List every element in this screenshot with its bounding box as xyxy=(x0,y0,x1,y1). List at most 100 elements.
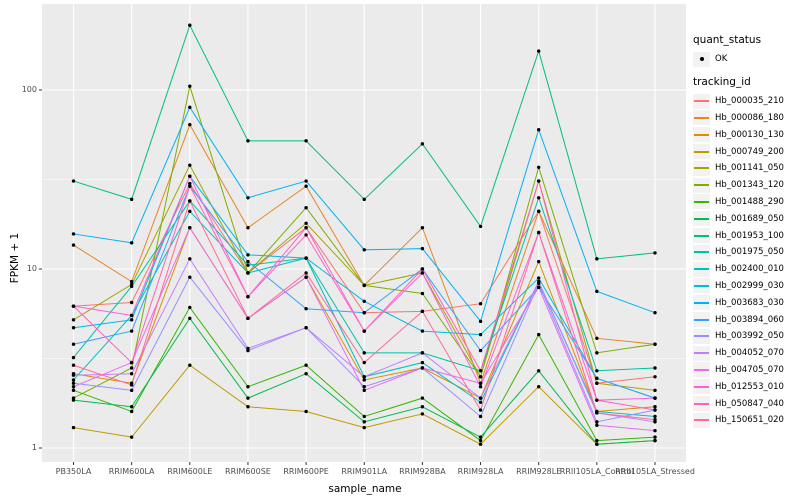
data-point xyxy=(595,381,599,385)
data-point xyxy=(537,209,541,214)
data-point xyxy=(246,271,250,275)
data-point xyxy=(362,425,366,430)
data-point xyxy=(420,396,425,400)
line-swatch-icon xyxy=(693,345,710,361)
data-point xyxy=(478,408,483,412)
data-point xyxy=(71,179,76,183)
data-point xyxy=(537,165,541,169)
legend-tracking-id-title: tracking_id xyxy=(693,75,751,88)
line-swatch-icon xyxy=(693,362,710,378)
line-swatch-icon xyxy=(693,261,710,277)
data-point xyxy=(595,336,599,341)
data-point xyxy=(188,163,192,167)
data-point xyxy=(188,275,192,279)
data-point xyxy=(71,355,76,360)
data-point xyxy=(537,276,541,280)
data-point xyxy=(478,385,483,389)
data-point xyxy=(129,318,134,322)
legend-entry-label: Hb_002999_030 xyxy=(715,280,784,291)
line-swatch-icon xyxy=(693,412,710,428)
data-point xyxy=(653,251,657,255)
data-point xyxy=(653,414,657,419)
legend-entry-label: Hb_001141_050 xyxy=(715,163,784,174)
data-point xyxy=(595,420,599,424)
legend-entry-label: Hb_001488_290 xyxy=(715,196,784,207)
legend: quant_status OK tracking_id Hb_000035_21… xyxy=(693,28,798,429)
data-point xyxy=(478,438,483,443)
legend-entry-Hb_000130_130: Hb_000130_130 xyxy=(693,126,798,143)
x-tick-label-RRIM600SE: RRIM600SE xyxy=(225,467,271,476)
data-point xyxy=(478,435,483,439)
data-point xyxy=(129,279,134,284)
data-point xyxy=(420,226,425,230)
data-point xyxy=(71,243,76,247)
data-point xyxy=(362,248,366,252)
data-point xyxy=(653,388,657,393)
x-tick-label-RRIM600LE: RRIM600LE xyxy=(167,467,213,476)
legend-entry-label: Hb_004705_070 xyxy=(715,364,784,375)
legend-entry-Hb_001488_290: Hb_001488_290 xyxy=(693,194,798,211)
x-tick-label-PB350LA: PB350LA xyxy=(55,467,92,476)
data-point xyxy=(537,49,541,53)
legend-entry-Hb_000086_180: Hb_000086_180 xyxy=(693,110,798,127)
data-point xyxy=(478,332,483,337)
data-point xyxy=(653,396,657,400)
data-point xyxy=(246,405,250,409)
data-point xyxy=(537,128,541,132)
data-point xyxy=(420,351,425,355)
y-axis-title: FPKM + 1 xyxy=(9,232,21,284)
data-point xyxy=(653,438,657,443)
legend-entry-ok: OK xyxy=(693,51,798,68)
data-point xyxy=(653,428,657,433)
data-point xyxy=(129,409,134,414)
line-swatch-icon xyxy=(693,93,710,109)
line-swatch-icon xyxy=(693,127,710,143)
legend-entry-label: Hb_000035_210 xyxy=(715,96,784,107)
data-point xyxy=(420,309,425,314)
line-swatch-icon xyxy=(693,144,710,160)
data-point xyxy=(188,209,192,214)
legend-entry-label: Hb_150651_020 xyxy=(715,415,784,426)
data-point xyxy=(304,256,308,260)
legend-entry-label: Hb_003683_030 xyxy=(715,297,784,308)
data-point xyxy=(246,295,250,299)
y-tick-label-10: 10 xyxy=(26,264,37,273)
data-point xyxy=(246,196,250,200)
data-point xyxy=(537,332,541,337)
data-point xyxy=(362,360,366,365)
data-point xyxy=(537,285,541,290)
legend-tracking-id-block: tracking_id Hb_000035_210 Hb_000086_180 Hb… xyxy=(693,76,798,429)
legend-entry-Hb_001975_050: Hb_001975_050 xyxy=(693,244,798,261)
data-point xyxy=(71,325,76,330)
data-point xyxy=(362,420,366,424)
data-point xyxy=(478,224,483,229)
data-point xyxy=(537,369,541,373)
data-point xyxy=(246,139,250,143)
data-point xyxy=(304,325,308,330)
legend-entry-label: Hb_012553_010 xyxy=(715,381,784,392)
legend-entry-label: Hb_050847_040 xyxy=(715,398,784,409)
x-tick-label-RRIM928BA: RRIM928BA xyxy=(399,467,446,476)
data-point xyxy=(653,366,657,370)
legend-entry-label: Hb_001689_050 xyxy=(715,213,784,224)
data-point xyxy=(420,246,425,251)
data-point xyxy=(188,23,192,27)
data-point xyxy=(478,375,483,379)
data-point xyxy=(71,232,76,236)
data-point xyxy=(129,300,134,305)
x-axis-title: sample_name xyxy=(328,483,402,495)
x-tick-label-RRIM901LA: RRIM901LA xyxy=(341,467,388,476)
data-point xyxy=(304,271,308,275)
data-point xyxy=(478,348,483,353)
data-point xyxy=(188,305,192,310)
data-point xyxy=(595,376,599,381)
data-point xyxy=(129,241,134,245)
y-tick-label-100: 100 xyxy=(21,85,37,94)
data-point xyxy=(595,351,599,355)
line-swatch-icon xyxy=(693,177,710,193)
data-point xyxy=(420,267,425,271)
legend-entry-label: Hb_003894_060 xyxy=(715,314,784,325)
data-point xyxy=(246,263,250,267)
